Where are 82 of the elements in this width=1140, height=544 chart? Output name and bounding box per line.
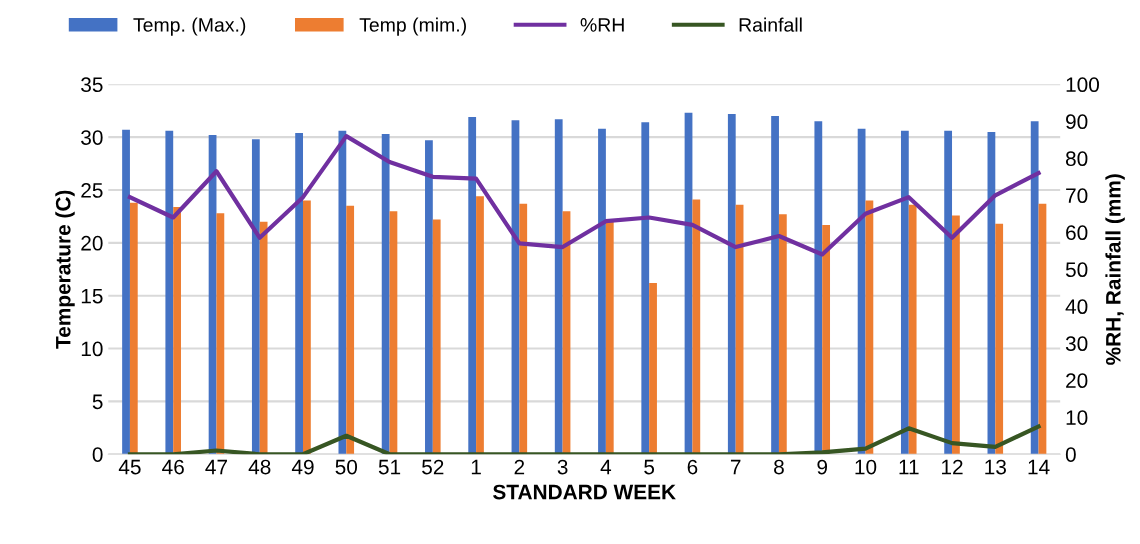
y-tick-label: 25 xyxy=(81,183,103,198)
y2-tick-label: 10 xyxy=(1066,410,1088,425)
x-tick-label: 10 xyxy=(855,459,877,475)
y2-tick-label: 40 xyxy=(1065,299,1088,315)
x-tick-label: 6 xyxy=(687,459,698,475)
bar xyxy=(259,221,268,455)
bar xyxy=(295,132,304,455)
x-tick-label: 45 xyxy=(118,459,141,475)
bar xyxy=(165,130,174,455)
y2-tick-label: 90 xyxy=(1066,114,1088,130)
bar xyxy=(900,130,909,455)
y2-tick-label: 0 xyxy=(1065,447,1076,462)
bar xyxy=(952,215,960,455)
bar xyxy=(381,133,390,455)
y2-tick-label: 50 xyxy=(1065,262,1088,278)
y2-tick-label: 100 xyxy=(1066,77,1100,93)
y-tick-label: 15 xyxy=(81,288,103,304)
y-axis-title: Temperature (C) xyxy=(55,190,75,349)
bar xyxy=(173,206,181,455)
x-tick-label: 5 xyxy=(644,459,655,475)
x-tick-label: 1 xyxy=(471,459,481,475)
x-tick-label: 47 xyxy=(205,459,228,475)
x-tick-label: 11 xyxy=(899,459,919,475)
x-tick-label: 52 xyxy=(422,459,444,475)
bar xyxy=(598,128,606,455)
x-tick-label: 13 xyxy=(985,459,1006,475)
legend-label: Temp. (Max.) xyxy=(133,17,246,36)
bar xyxy=(216,213,225,455)
bar xyxy=(338,130,347,455)
x-tick-label: 49 xyxy=(291,459,314,475)
x-tick-label: 48 xyxy=(248,459,271,475)
bar xyxy=(346,205,355,455)
bar xyxy=(251,139,260,455)
bar xyxy=(303,200,311,455)
bar xyxy=(771,116,779,455)
x-tick-label: 9 xyxy=(817,459,828,475)
y2-tick-label: 30 xyxy=(1065,336,1088,352)
y-tick-label: 5 xyxy=(92,394,103,410)
x-tick-label: 51 xyxy=(378,459,401,475)
y2-tick-label: 60 xyxy=(1066,225,1088,241)
x-tick-label: 46 xyxy=(162,459,184,475)
x-tick-label: 4 xyxy=(600,459,612,475)
bar xyxy=(122,129,130,455)
bar xyxy=(425,140,433,455)
bar xyxy=(865,200,874,455)
x-tick-label: 14 xyxy=(1028,459,1050,475)
bar xyxy=(995,223,1004,455)
y2-tick-label: 80 xyxy=(1065,151,1088,167)
x-tick-label: 8 xyxy=(774,459,784,475)
x-axis-title: STANDARD WEEK xyxy=(493,484,676,500)
legend-label: Rainfall xyxy=(739,17,802,32)
bar xyxy=(129,202,138,455)
legend-label: %RH xyxy=(580,18,624,32)
bar xyxy=(1030,121,1039,455)
bar xyxy=(692,199,701,455)
bar xyxy=(944,130,953,455)
bar xyxy=(727,113,736,455)
y-tick-label: 30 xyxy=(81,130,103,145)
x-tick-label: 3 xyxy=(557,459,568,475)
line-series xyxy=(127,424,1041,455)
y2-tick-label: 70 xyxy=(1066,188,1088,204)
line-series xyxy=(127,134,1041,257)
bar xyxy=(476,196,484,455)
y-tick-label: 0 xyxy=(92,447,103,462)
bar xyxy=(778,214,787,455)
bar xyxy=(641,122,650,455)
y-tick-label: 10 xyxy=(81,341,103,357)
x-tick-label: 12 xyxy=(942,459,963,475)
y2-axis-title: %RH, Rainfall (mm) xyxy=(1105,174,1125,365)
bar xyxy=(519,203,528,455)
bar xyxy=(908,204,917,455)
y2-tick-label: 20 xyxy=(1066,373,1088,389)
y-tick-label: 35 xyxy=(81,77,103,93)
bar xyxy=(649,283,657,455)
x-tick-label: 7 xyxy=(730,459,741,475)
bar xyxy=(468,117,477,455)
y-tick-label: 20 xyxy=(81,235,103,251)
bar xyxy=(554,119,563,455)
x-tick-label: 50 xyxy=(335,459,358,475)
legend-label: Temp (mim.) xyxy=(359,17,466,36)
bar xyxy=(432,219,441,455)
x-tick-label: 2 xyxy=(514,459,525,475)
